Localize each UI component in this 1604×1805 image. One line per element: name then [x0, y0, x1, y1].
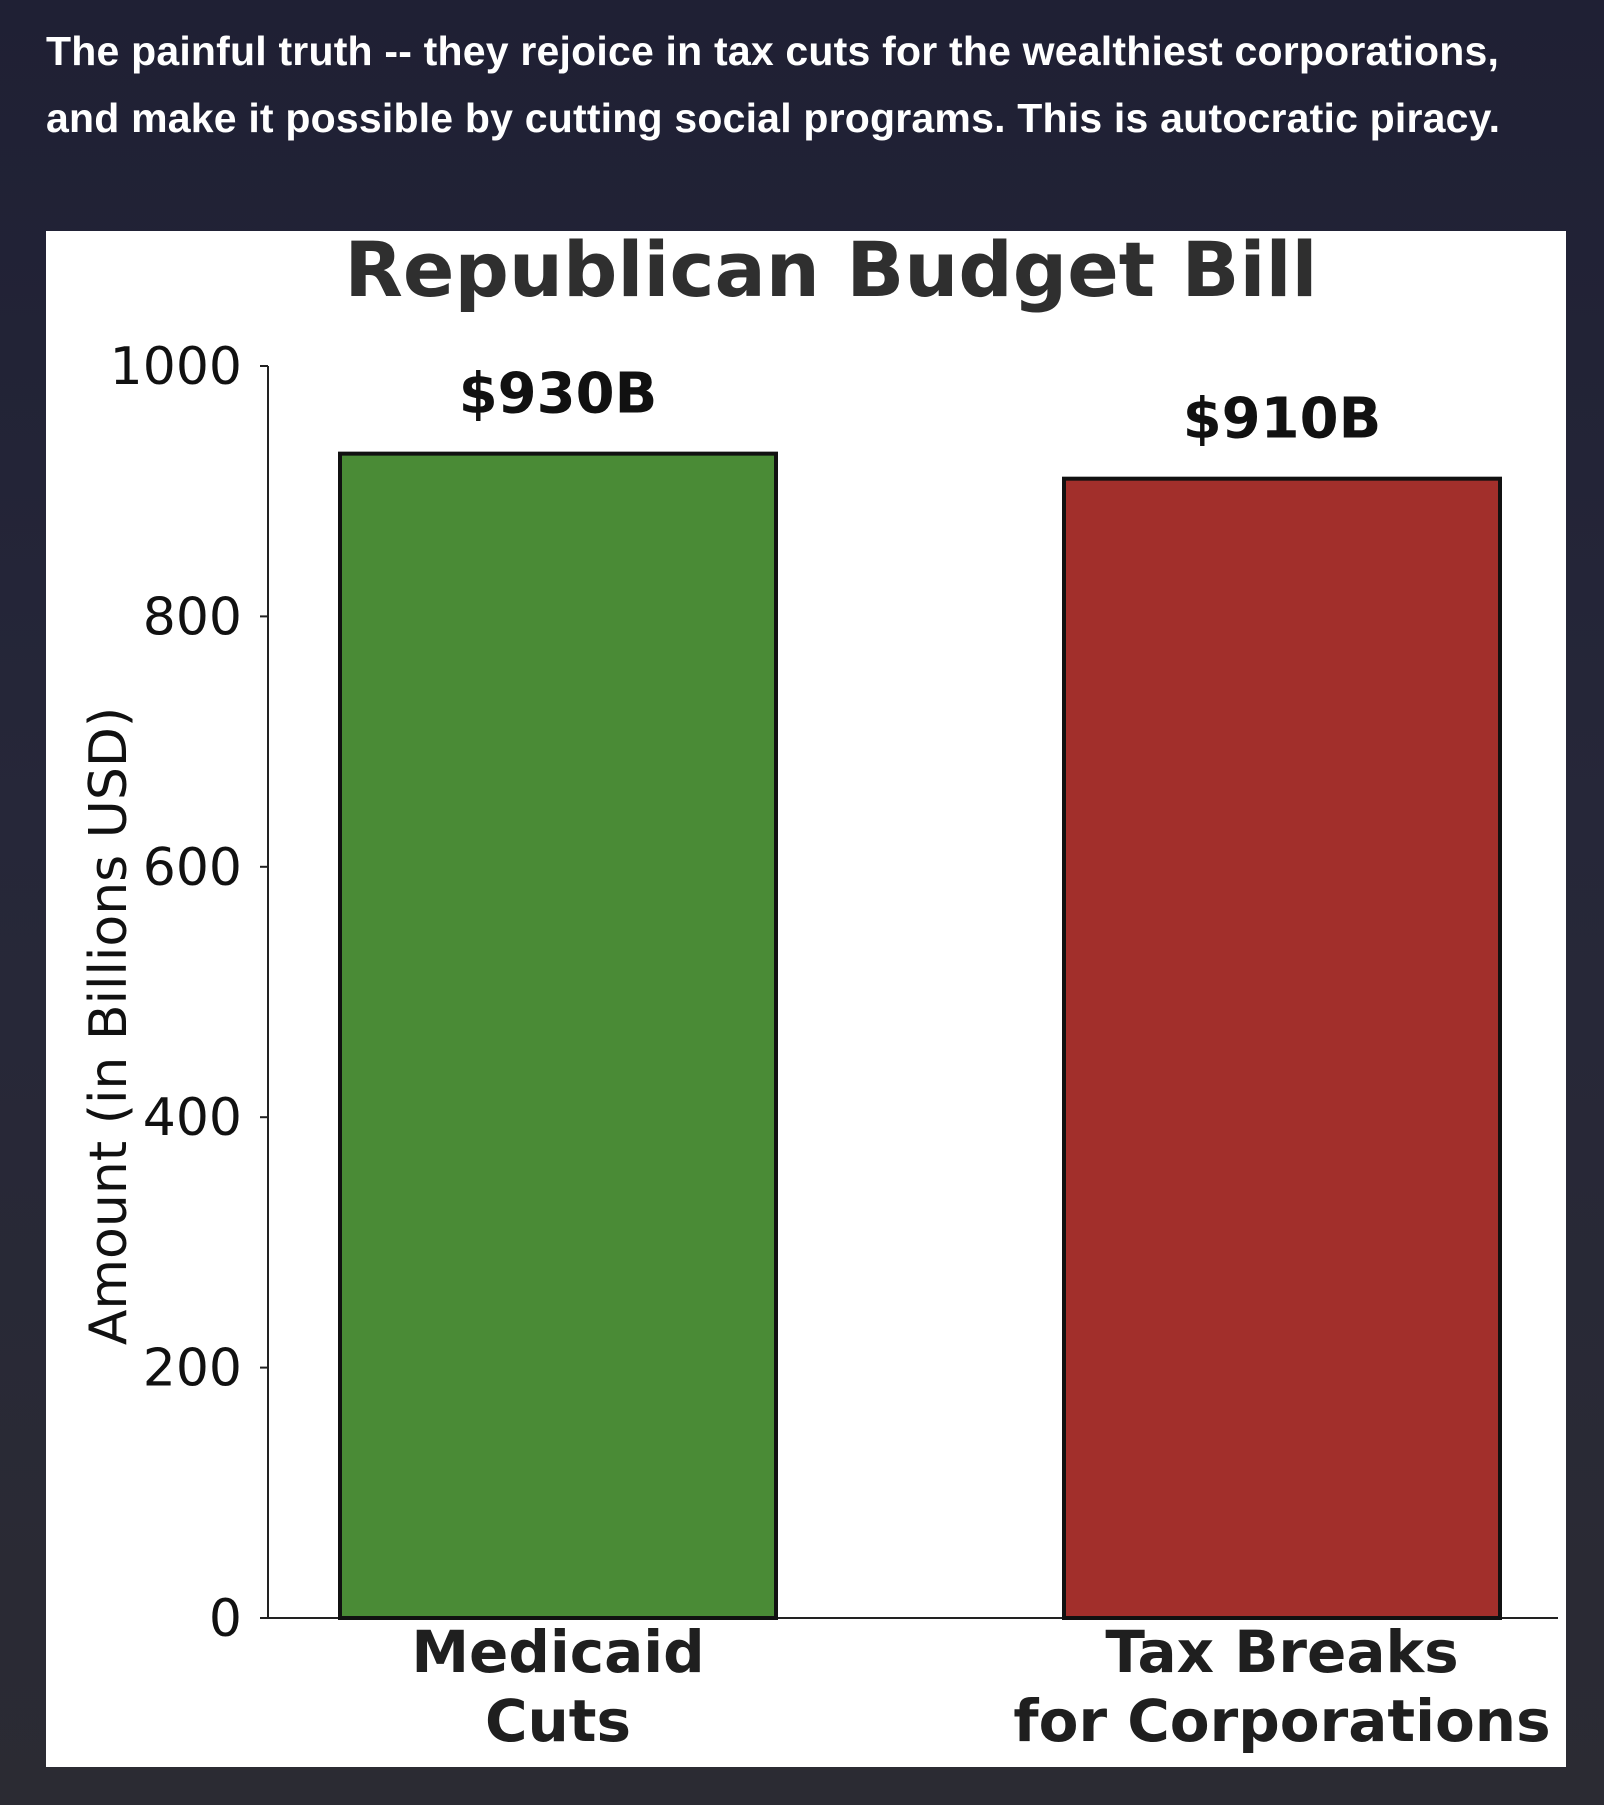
y-tick-label: 400	[143, 1088, 242, 1148]
data-labels: $930B $910B	[459, 362, 1382, 452]
category-label-line: Medicaid	[411, 1618, 704, 1686]
tax-breaks-bar	[1062, 476, 1502, 1620]
chart-card: Republican Budget Bill Amount (in Billio…	[46, 231, 1566, 1767]
category-label-line: for Corporations	[1013, 1687, 1550, 1755]
medicaid-cuts-bar	[338, 451, 778, 1620]
chart-title: Republican Budget Bill	[344, 231, 1317, 314]
y-tick-label: 800	[143, 587, 242, 647]
y-axis-ticks: 0 200 400 600 800 1000	[110, 337, 268, 1649]
category-label-line: Tax Breaks	[1105, 1618, 1458, 1686]
post-text: The painful truth -- they rejoice in tax…	[46, 28, 1501, 141]
medicaid-cuts-value-label: $930B	[459, 362, 658, 427]
y-tick-label: 0	[209, 1589, 242, 1649]
category-label-line: Cuts	[485, 1687, 631, 1755]
y-tick-label: 200	[143, 1339, 242, 1399]
y-axis-label: Amount (in Billions USD)	[79, 707, 139, 1345]
y-tick-label: 1000	[110, 337, 242, 397]
bars	[338, 451, 1502, 1620]
y-tick-label: 600	[143, 838, 242, 898]
tax-breaks-value-label: $910B	[1183, 387, 1382, 452]
bar-chart: Republican Budget Bill Amount (in Billio…	[79, 231, 1558, 1755]
